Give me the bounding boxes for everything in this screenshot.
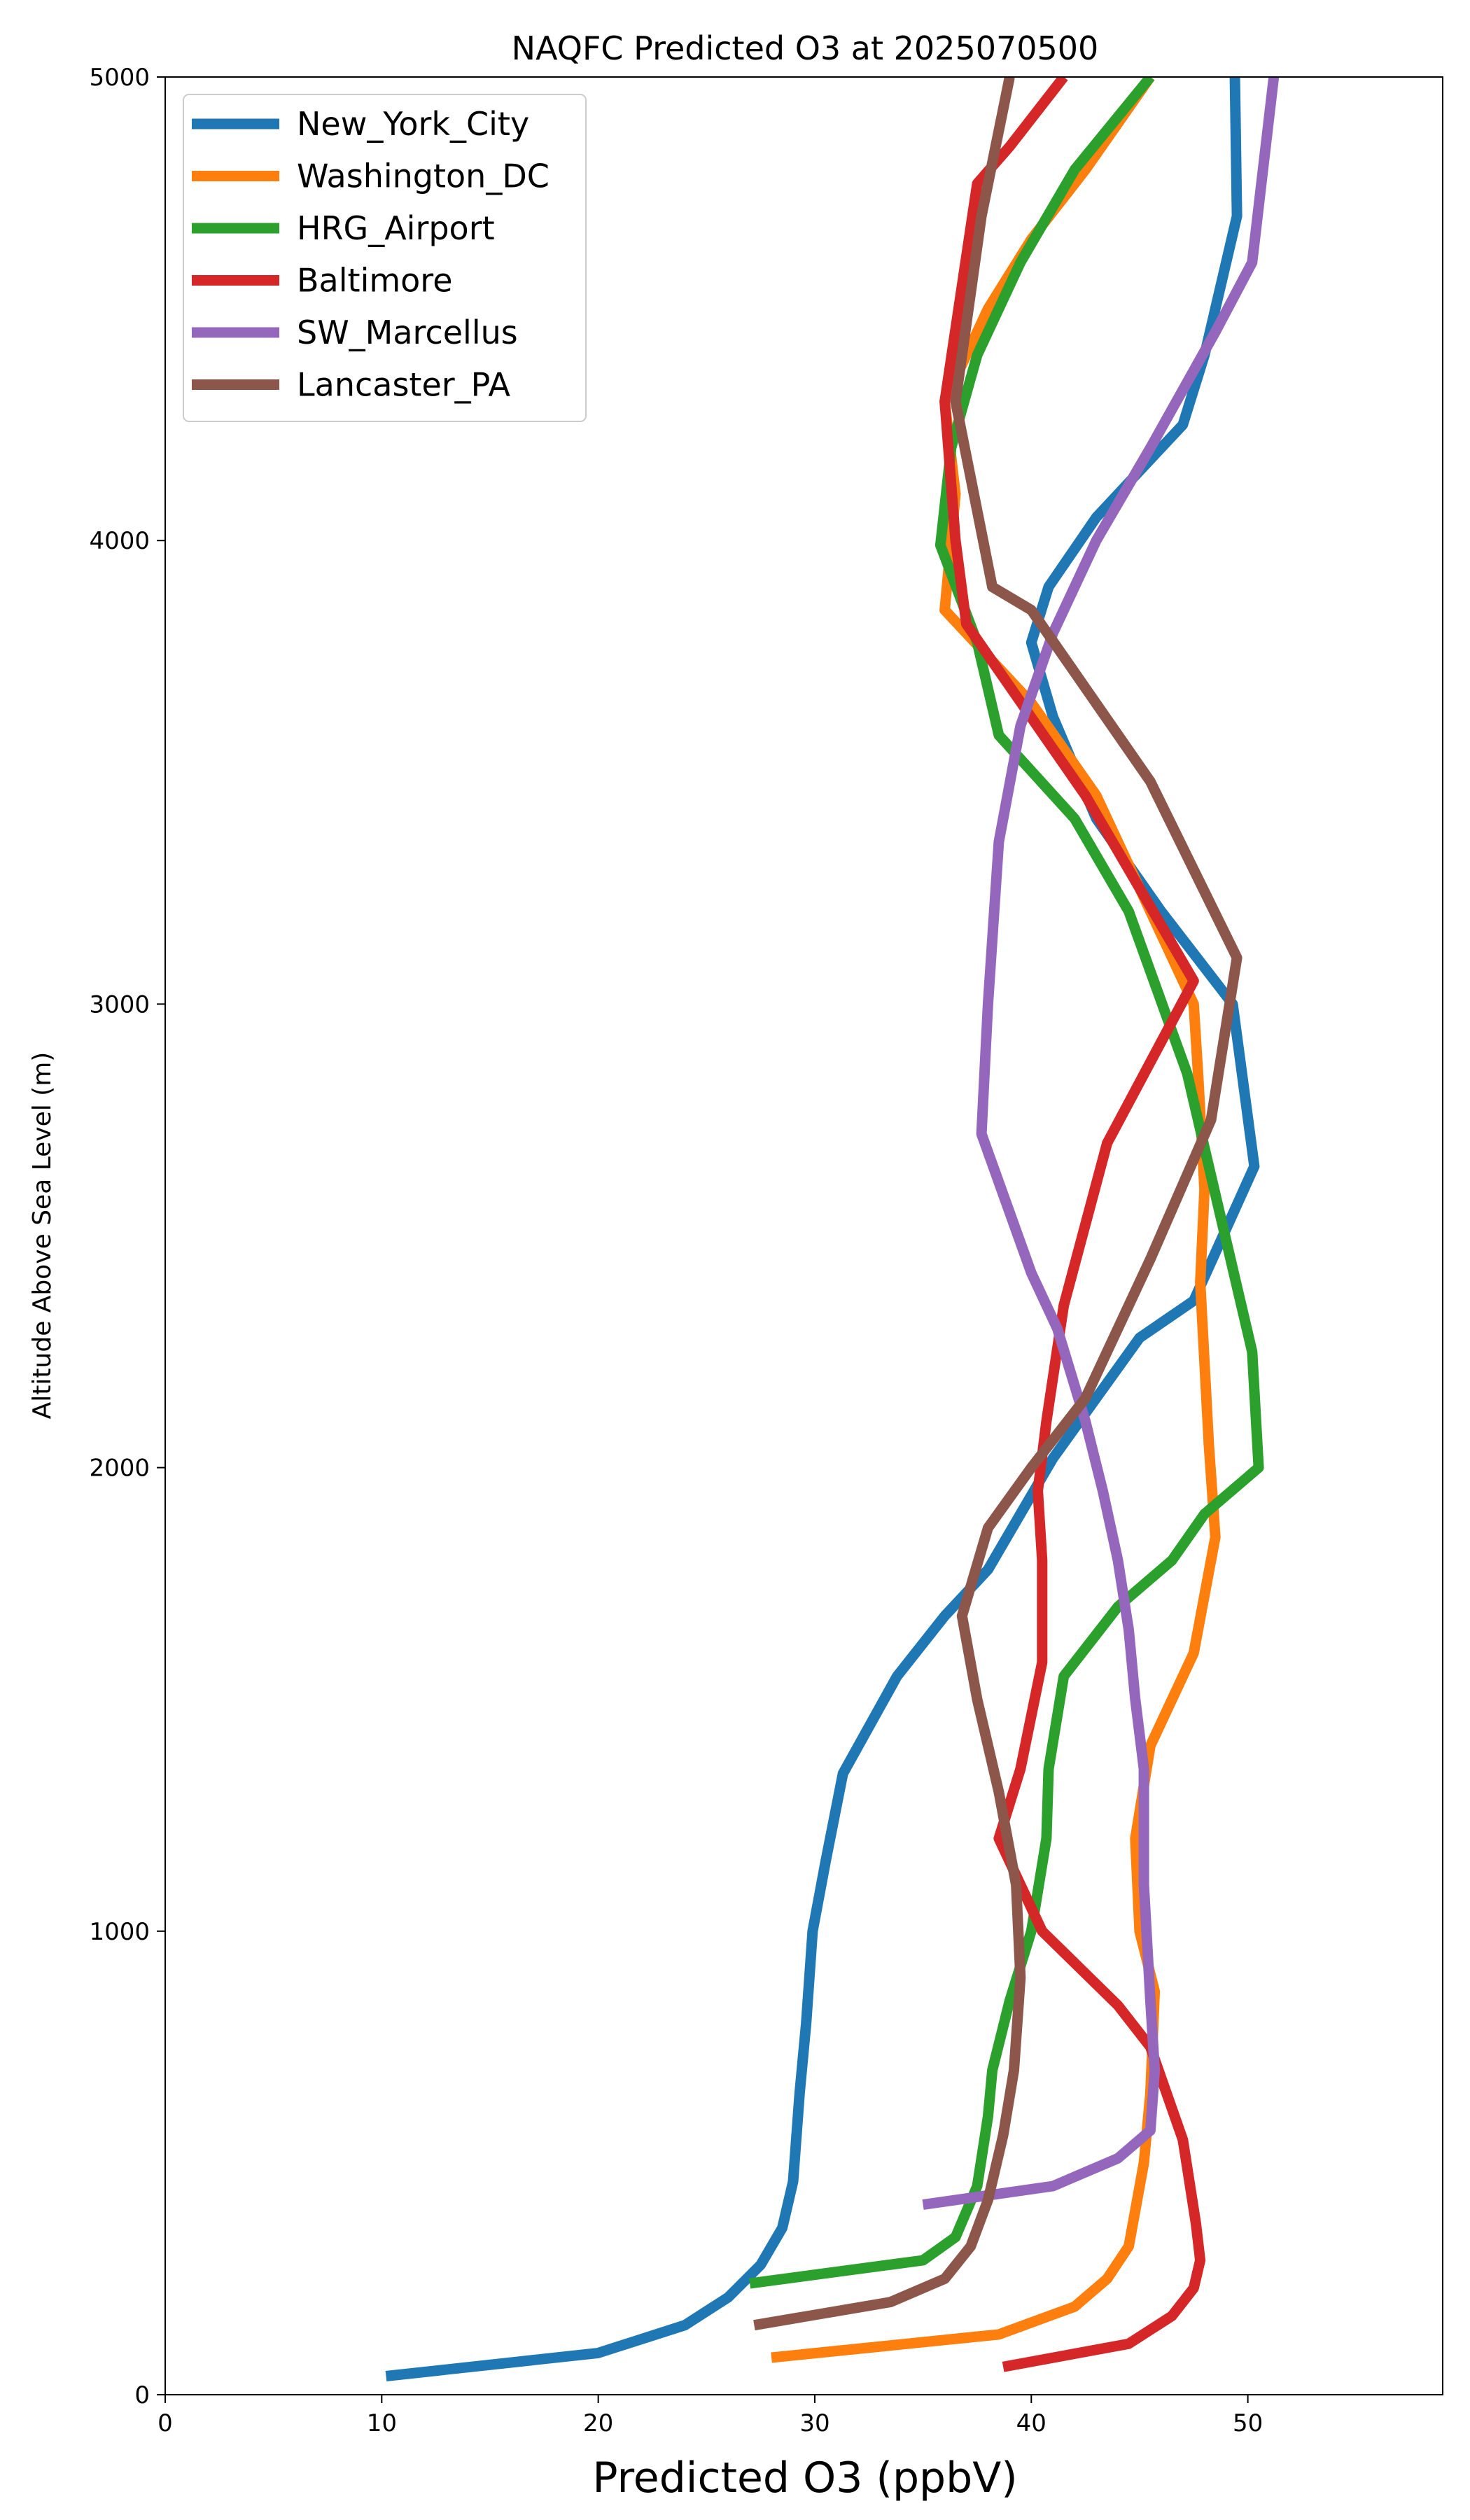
y-axis-ticks: 0 1000 2000 3000 4000 5000 — [89, 64, 165, 2409]
series-line-new-york-city — [385, 77, 1260, 2381]
series-line-hrg-airport — [749, 77, 1264, 2289]
legend: New_York_City Washington_DC HRG_Airport Bal… — [183, 94, 587, 422]
x-tick-label: 10 — [367, 2409, 397, 2437]
y-tick-label: 4000 — [89, 527, 150, 555]
legend-label: New_York_City — [297, 105, 529, 143]
series-line-sw-marcellus — [922, 77, 1280, 2210]
chart-title: NAQFC Predicted O3 at 2025070500 — [512, 29, 1099, 67]
x-tick-label: 20 — [583, 2409, 613, 2437]
x-tick-label: 50 — [1233, 2409, 1263, 2437]
x-axis-label: Predicted O3 (ppbV) — [592, 2454, 1017, 2502]
legend-label: SW_Marcellus — [297, 314, 518, 351]
y-axis-label: Altitude Above Sea Level (m) — [28, 1052, 57, 1420]
x-tick-label: 0 — [158, 2409, 173, 2437]
legend-box — [183, 94, 587, 422]
series-lines — [385, 77, 1280, 2381]
x-axis-ticks: 0 10 20 30 40 50 — [158, 2395, 1263, 2437]
legend-label: Baltimore — [297, 262, 453, 300]
plot-frame — [164, 76, 1443, 2395]
y-tick-label: 3000 — [89, 990, 150, 1018]
legend-label: HRG_Airport — [297, 209, 495, 247]
legend-label: Lancaster_PA — [297, 366, 510, 404]
y-tick-label: 2000 — [89, 1455, 150, 1483]
legend-label: Washington_DC — [297, 158, 550, 195]
series-line-baltimore — [939, 77, 1206, 2372]
series-line-lancaster-pa — [753, 77, 1242, 2331]
y-tick-label: 1000 — [89, 1918, 150, 1946]
x-tick-label: 40 — [1016, 2409, 1046, 2437]
y-tick-label: 5000 — [89, 64, 150, 92]
y-tick-label: 0 — [134, 2381, 150, 2409]
x-tick-label: 30 — [799, 2409, 830, 2437]
